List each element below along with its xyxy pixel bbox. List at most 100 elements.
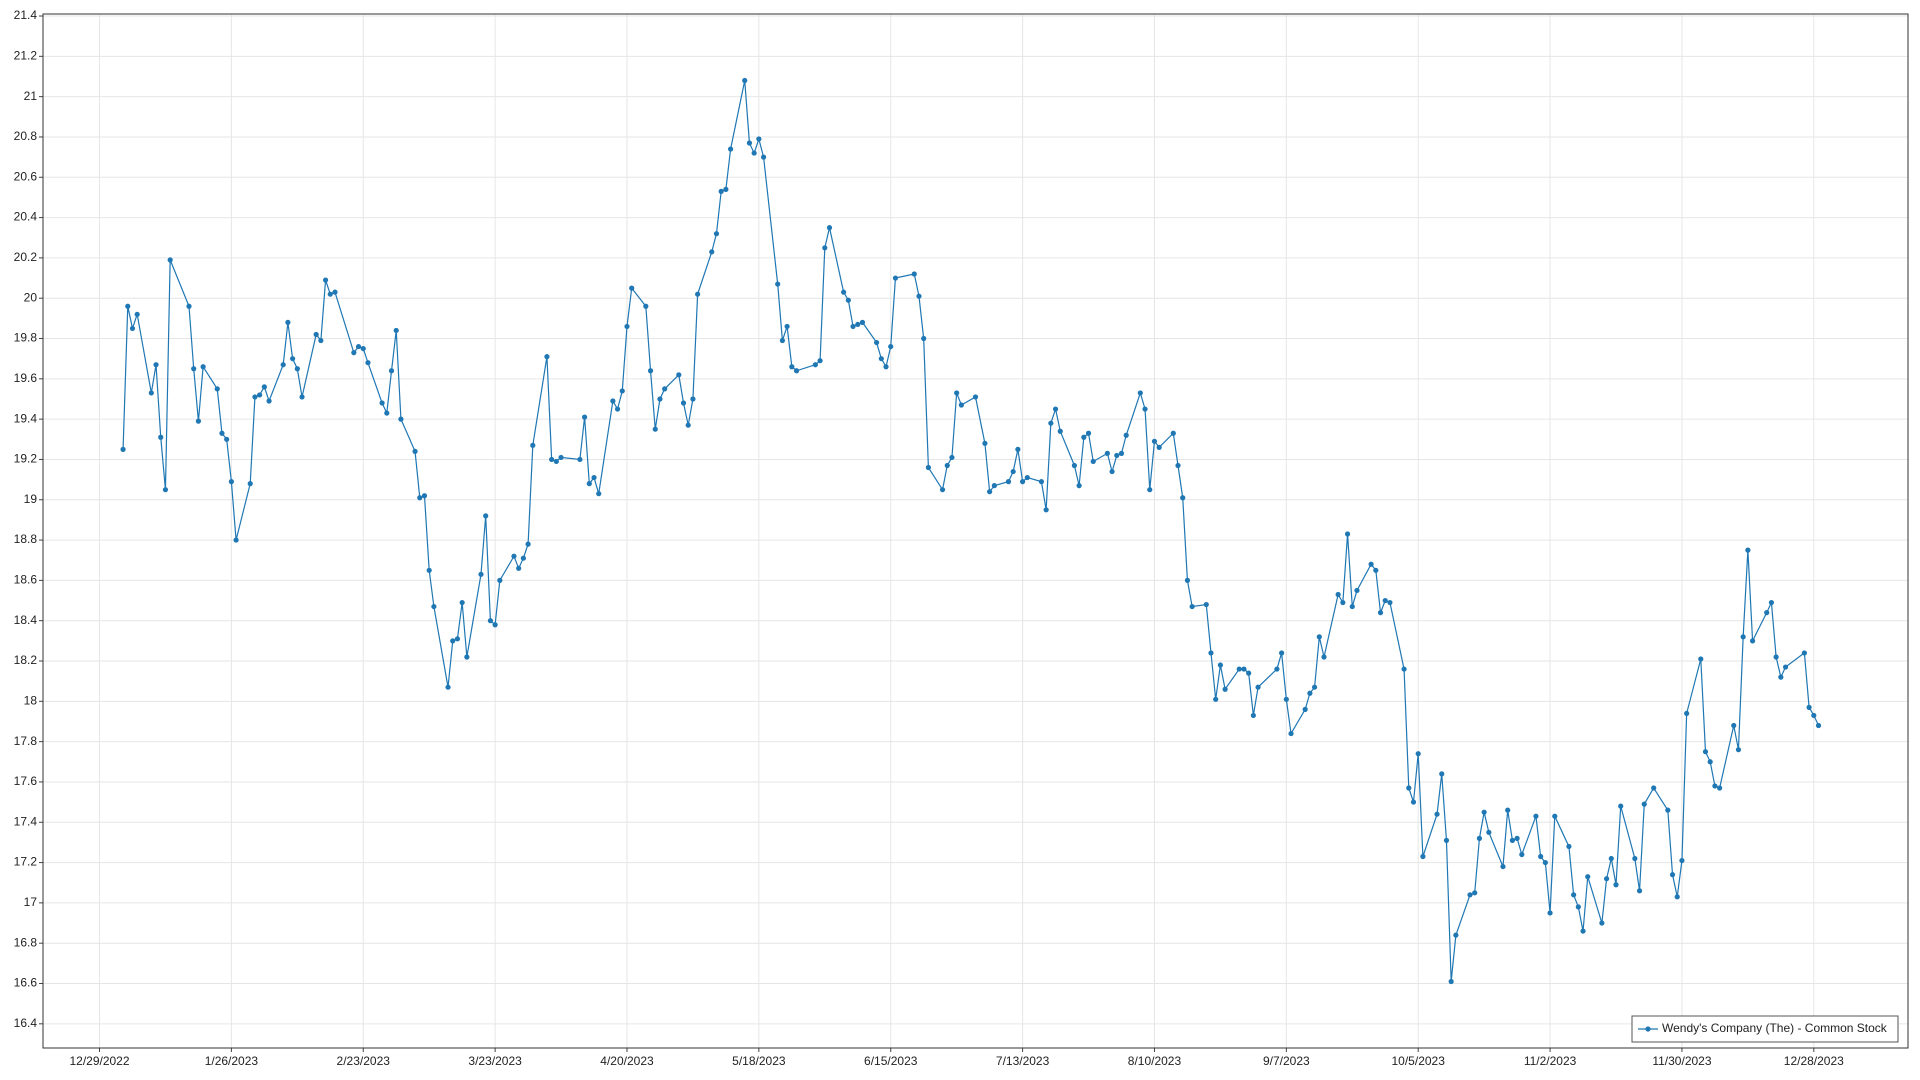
data-point [266, 398, 272, 404]
data-point [1439, 771, 1445, 777]
data-point [549, 456, 555, 463]
data-point [388, 368, 395, 374]
data-point [850, 323, 856, 330]
data-point [1547, 910, 1553, 916]
data-point [1377, 610, 1384, 616]
y-tick-label: 20.4 [14, 210, 38, 224]
data-point [1707, 759, 1713, 765]
data-point [167, 257, 173, 263]
data-point [1015, 446, 1021, 452]
data-point [450, 638, 456, 644]
data-point [1246, 670, 1252, 676]
data-point [892, 275, 899, 281]
data-point [1651, 785, 1657, 791]
data-point [944, 462, 950, 469]
data-point [294, 366, 300, 372]
data-point [1217, 662, 1223, 668]
data-point [1250, 712, 1256, 719]
data-point [125, 303, 131, 309]
x-tick-label: 7/13/2023 [996, 1054, 1050, 1068]
data-point [756, 136, 762, 142]
y-tick-label: 20.2 [14, 250, 38, 264]
data-point [883, 364, 889, 370]
data-point [1571, 892, 1577, 898]
y-tick-label: 19.8 [14, 331, 38, 345]
data-point [1481, 809, 1487, 815]
data-point [614, 406, 621, 412]
data-point [751, 150, 757, 156]
data-point [1679, 857, 1685, 864]
data-point [1109, 468, 1115, 475]
y-tick-label: 18.4 [14, 613, 38, 627]
x-tick-label: 11/2/2023 [1524, 1054, 1577, 1068]
data-point [624, 323, 630, 330]
data-point [1316, 634, 1322, 640]
data-point [1236, 666, 1242, 672]
data-point [120, 446, 126, 452]
data-point [812, 362, 818, 368]
data-point [1090, 458, 1096, 465]
data-point [1048, 420, 1054, 426]
data-point [1123, 432, 1129, 438]
data-point [1147, 487, 1153, 493]
data-point [1241, 666, 1247, 672]
data-point [511, 553, 517, 559]
data-point [1118, 450, 1125, 456]
legend-label: Wendy's Company (The) - Common Stock [1662, 1021, 1888, 1035]
data-point [779, 337, 786, 344]
data-point [459, 599, 465, 606]
data-point [1443, 837, 1450, 843]
data-point [162, 487, 169, 493]
data-point [1613, 882, 1619, 888]
data-point [327, 291, 333, 297]
data-point [219, 430, 225, 436]
data-point [1180, 495, 1186, 501]
data-point [134, 311, 140, 317]
data-point [1307, 690, 1313, 696]
data-point [261, 384, 267, 390]
data-point [1344, 531, 1351, 537]
data-point [1104, 450, 1110, 456]
data-point [817, 358, 823, 364]
data-point [859, 319, 866, 325]
data-point [652, 426, 658, 432]
data-point [582, 414, 588, 420]
data-point [1632, 855, 1638, 862]
data-point [822, 245, 828, 251]
data-point [224, 436, 230, 442]
x-tick-label: 4/20/2023 [600, 1054, 654, 1068]
y-tick-label: 20.6 [14, 169, 38, 183]
y-tick-label: 18.6 [14, 573, 38, 587]
data-point [1189, 603, 1195, 610]
data-point [742, 77, 748, 84]
data-point [1585, 874, 1591, 880]
data-point [290, 356, 296, 362]
data-point [487, 618, 494, 624]
data-point [888, 343, 894, 350]
data-point [257, 392, 263, 398]
data-point [1156, 444, 1162, 450]
data-point [1019, 479, 1026, 485]
data-point [1712, 783, 1718, 789]
y-tick-label: 19.2 [14, 452, 38, 466]
y-tick-label: 19 [24, 492, 38, 506]
data-point [982, 440, 988, 446]
data-point [1674, 894, 1680, 900]
data-point [1453, 932, 1459, 938]
data-point [1151, 438, 1158, 444]
data-point [365, 360, 371, 366]
data-point [1274, 666, 1280, 672]
y-tick-label: 16.4 [14, 1016, 38, 1030]
data-point [685, 422, 691, 428]
y-tick-label: 17 [24, 895, 38, 909]
data-point [916, 293, 922, 299]
data-point [728, 146, 734, 152]
data-point [939, 487, 946, 493]
data-point [713, 231, 720, 237]
data-point [793, 368, 800, 374]
data-point [1740, 634, 1746, 640]
data-point [1368, 561, 1374, 567]
data-point [709, 249, 715, 255]
data-point [379, 400, 385, 406]
data-point [1698, 656, 1704, 662]
